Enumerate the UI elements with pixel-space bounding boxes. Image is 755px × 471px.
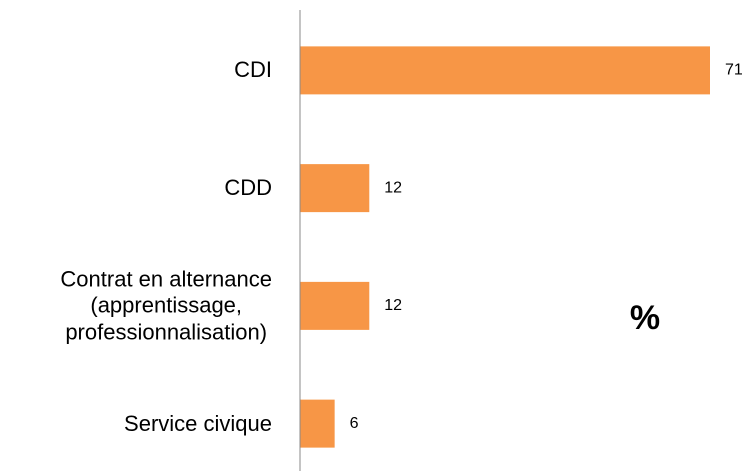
annotation: % [630, 299, 660, 337]
bar [300, 281, 370, 330]
bar [300, 46, 710, 95]
bar [300, 399, 335, 448]
bar [300, 164, 370, 213]
value-label: 71 [725, 62, 743, 79]
category-label: Contrat en alternance (apprentissage, pr… [60, 266, 272, 345]
value-label: 12 [384, 297, 402, 314]
category-label: CDI [234, 57, 272, 83]
value-label: 6 [350, 415, 359, 432]
category-label: CDD [224, 174, 272, 200]
category-label: Service civique [124, 410, 272, 436]
value-label: 12 [384, 179, 402, 196]
